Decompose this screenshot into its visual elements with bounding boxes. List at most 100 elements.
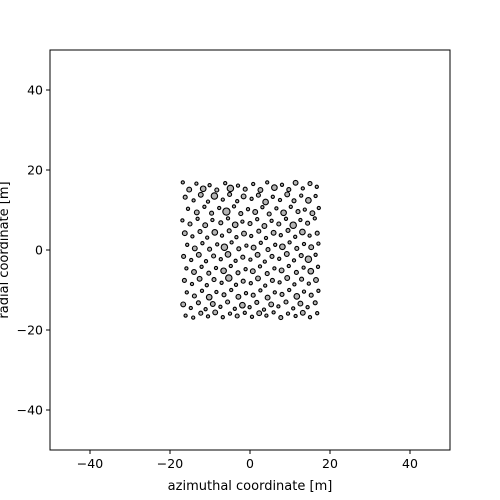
points-layer <box>180 179 321 321</box>
scatter-point <box>250 292 256 298</box>
scatter-point <box>277 280 282 285</box>
scatter-point <box>225 299 231 305</box>
scatter-point <box>255 275 261 282</box>
scatter-point <box>293 293 301 300</box>
scatter-point <box>184 266 189 271</box>
scatter-point <box>242 310 247 315</box>
scatter-point <box>181 277 187 283</box>
scatter-point <box>269 253 275 259</box>
scatter-point <box>309 210 316 217</box>
y-tick-label: 40 <box>27 83 43 98</box>
scatter-point <box>205 314 211 319</box>
scatter-point <box>266 211 272 217</box>
scatter-point <box>250 244 257 251</box>
scatter-point <box>185 206 191 211</box>
scatter-point <box>187 221 193 227</box>
scatter-point <box>191 269 197 275</box>
scatter-point <box>217 205 222 211</box>
x-tick-label: −40 <box>77 456 103 471</box>
scatter-point <box>265 180 270 185</box>
scatter-point <box>299 193 304 198</box>
scatter-point <box>189 281 195 287</box>
scatter-point <box>184 290 189 295</box>
scatter-point <box>274 206 279 211</box>
scatter-point <box>233 258 238 263</box>
x-tick-label: 40 <box>402 456 418 471</box>
scatter-point <box>249 196 254 201</box>
scatter-point <box>305 305 310 310</box>
scatter-point <box>210 192 219 200</box>
scatter-point <box>209 301 216 307</box>
scatter-point <box>240 193 247 200</box>
scatter-point <box>207 183 212 188</box>
scatter-point <box>224 251 232 258</box>
scatter-point <box>183 313 188 318</box>
scatter-point <box>205 293 213 301</box>
scatter-point <box>240 219 245 224</box>
scatter-point <box>287 287 292 293</box>
scatter-point <box>235 293 242 300</box>
scatter-point <box>249 314 255 319</box>
scatter-point <box>314 230 320 236</box>
scatter-point <box>301 289 307 294</box>
scatter-point <box>186 186 193 193</box>
scatter-point <box>247 305 252 310</box>
scatter-point <box>261 307 267 312</box>
scatter-point <box>191 198 196 203</box>
scatter-point <box>293 269 299 275</box>
scatter-point <box>180 301 187 308</box>
scatter-point <box>220 315 225 320</box>
scatter-point <box>249 233 254 239</box>
scatter-point <box>299 309 306 316</box>
scatter-point <box>301 265 306 270</box>
scatter-point <box>257 187 264 193</box>
scatter-point <box>292 282 297 287</box>
scatter-point <box>277 197 283 203</box>
scatter-point <box>220 243 229 251</box>
scatter-point <box>255 217 260 222</box>
scatter-point <box>211 277 217 283</box>
scatter-point <box>313 277 319 283</box>
scatter-point <box>297 300 304 307</box>
scatter-point <box>304 255 313 263</box>
scatter-point <box>312 300 318 306</box>
scatter-point <box>218 304 223 309</box>
scatter-point <box>299 276 305 282</box>
scatter-point <box>316 288 321 293</box>
scatter-point <box>214 187 220 193</box>
scatter-point <box>279 243 286 251</box>
scatter-point <box>189 257 194 263</box>
scatter-point <box>272 266 277 271</box>
x-tick-label: −20 <box>157 456 183 471</box>
scatter-point <box>291 198 297 204</box>
scatter-point <box>307 233 312 238</box>
scatter-point <box>226 228 232 234</box>
scatter-point <box>257 264 263 269</box>
scatter-point <box>258 288 263 293</box>
scatter-point <box>240 278 246 284</box>
scatter-point <box>203 307 208 312</box>
scatter-point <box>255 192 261 198</box>
scatter-point <box>231 221 239 229</box>
scatter-point <box>260 205 265 210</box>
scatter-point <box>286 263 291 269</box>
scatter-point <box>200 241 205 246</box>
scatter-point <box>227 311 233 316</box>
scatter-point <box>210 217 215 223</box>
scatter-point <box>248 281 253 286</box>
scatter-point <box>193 209 200 216</box>
scatter-point <box>284 191 291 198</box>
scatter-point <box>251 181 256 187</box>
scatter-point <box>190 234 195 239</box>
scatter-point <box>284 275 291 281</box>
scatter-point <box>220 197 225 202</box>
scatter-point <box>252 209 259 215</box>
ticks-layer: −40 −20 0 20 40 −40 −20 0 20 40 <box>17 83 418 472</box>
scatter-point <box>280 209 287 217</box>
scatter-point <box>314 184 319 189</box>
scatter-point <box>202 222 209 229</box>
scatter-point <box>298 217 303 223</box>
scatter-point <box>249 268 256 275</box>
scatter-point <box>272 290 277 295</box>
